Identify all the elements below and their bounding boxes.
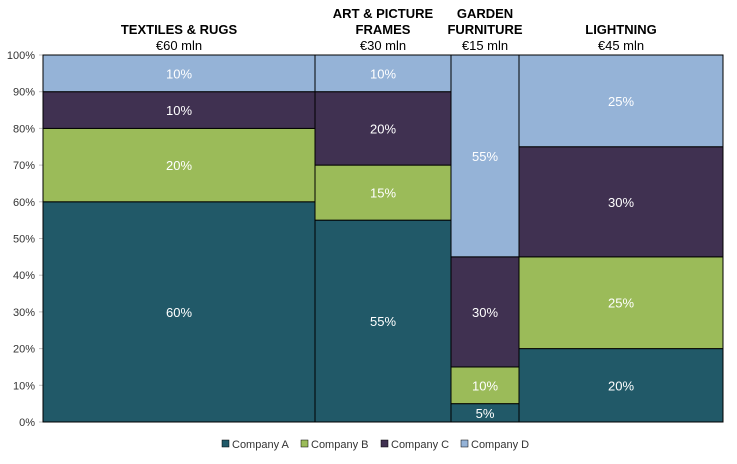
y-tick-label: 30%: [13, 307, 35, 319]
segment-company-c: [314, 91, 452, 166]
segment-company-b: [314, 164, 452, 221]
segment-value-label: 60%: [166, 305, 192, 320]
category-title: FRAMES: [356, 22, 411, 37]
segment-value-label: 30%: [472, 305, 498, 320]
legend: Company A Company B Company C Company D: [221, 439, 529, 451]
y-tick-label: 0%: [19, 417, 35, 429]
segment-company-c: [450, 256, 520, 368]
legend-label: Company C: [391, 439, 449, 451]
segment-value-label: 20%: [370, 121, 396, 136]
legend-swatch: [460, 439, 469, 448]
legend-label: Company A: [232, 439, 290, 451]
legend-swatch: [380, 439, 389, 448]
category-title: FURNITURE: [447, 22, 522, 37]
legend-swatch: [221, 439, 230, 448]
y-axis: 0% 10% 20% 30% 40% 50% 60% 70% 80% 90% 100%: [7, 50, 44, 429]
segment-value-label: 55%: [370, 314, 396, 329]
category-market-size: €30 mln: [360, 38, 406, 53]
y-tick-label: 40%: [13, 270, 35, 282]
segment-company-a: [518, 348, 724, 423]
legend-label: Company D: [471, 439, 529, 451]
segment-company-a: [314, 219, 452, 423]
segment-company-d: [450, 54, 520, 258]
y-tick-label: 60%: [13, 197, 35, 209]
category-market-size: €60 mln: [156, 38, 202, 53]
segment-company-b: [42, 127, 316, 203]
y-tick-label: 70%: [13, 160, 35, 172]
segment-value-label: 10%: [166, 103, 192, 118]
segment-company-b: [450, 366, 520, 405]
segment-company-c: [518, 146, 724, 258]
category-title: TEXTILES & RUGS: [121, 22, 238, 37]
y-tick-label: 90%: [13, 87, 35, 99]
segment-company-b: [518, 256, 724, 350]
segment-value-label: 55%: [472, 149, 498, 164]
segment-value-label: 25%: [608, 296, 634, 311]
segment-value-label: 5%: [476, 406, 495, 421]
category-title: LIGHTNING: [585, 22, 657, 37]
segment-value-label: 30%: [608, 195, 634, 210]
segment-company-a: [42, 201, 316, 423]
y-tick-label: 20%: [13, 344, 35, 356]
category-market-size: €15 mln: [462, 38, 508, 53]
legend-label: Company B: [311, 439, 368, 451]
legend-swatch: [300, 439, 309, 448]
y-tick-label: 50%: [13, 234, 35, 246]
y-tick-label: 80%: [13, 123, 35, 135]
segment-value-label: 10%: [166, 66, 192, 81]
segment-value-label: 25%: [608, 94, 634, 109]
y-tick-label: 100%: [7, 50, 35, 62]
y-tick-label: 10%: [13, 380, 35, 392]
category-title: GARDEN: [457, 6, 513, 21]
category-title: ART & PICTURE: [333, 6, 434, 21]
segment-value-label: 20%: [608, 378, 634, 393]
category-market-size: €45 mln: [598, 38, 644, 53]
segment-value-label: 20%: [166, 158, 192, 173]
segment-value-label: 10%: [472, 378, 498, 393]
chart-segments: 60% 20% 10% 10% 55% 15% 20% 10% 5% 10% 30% 55% 20% 25…: [42, 54, 724, 423]
segment-company-d: [42, 54, 316, 93]
category-titles: TEXTILES & RUGS€60 mln ART & PICTUREFRAME…: [121, 6, 657, 53]
segment-company-d: [518, 54, 724, 148]
segment-value-label: 15%: [370, 186, 396, 201]
segment-value-label: 10%: [370, 66, 396, 81]
